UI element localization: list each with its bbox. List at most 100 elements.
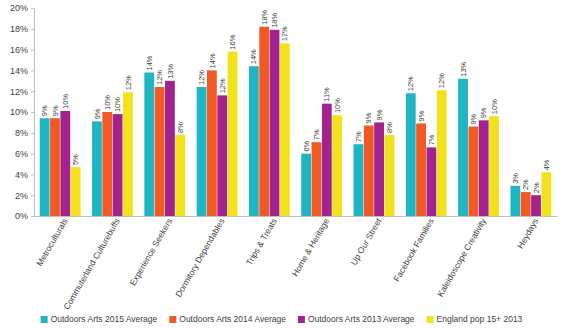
y-tick-mark: [31, 29, 34, 30]
y-tick: 20%: [10, 3, 34, 13]
legend-swatch: [169, 316, 176, 323]
series: [50, 27, 531, 216]
y-tick-mark: [31, 8, 34, 9]
data-label: 18%: [260, 9, 269, 24]
bar: [468, 127, 478, 216]
bar: [510, 186, 520, 216]
x-tick: Heydays: [515, 216, 540, 250]
data-label: 7%: [354, 131, 363, 142]
chart: 0%2%4%6%8%10%12%14%16%18%20%Metrocultura…: [0, 0, 563, 328]
bar: [458, 79, 468, 216]
data-label: 10%: [61, 94, 70, 109]
data-label: 12%: [155, 70, 164, 85]
series: [71, 43, 552, 216]
data-label: 4%: [542, 159, 551, 170]
legend-swatch: [41, 316, 48, 323]
legend-label: Outdoors Arts 2013 Average: [308, 314, 415, 324]
bar: [374, 122, 384, 216]
data-label: 18%: [270, 12, 279, 27]
y-tick-mark: [31, 195, 34, 196]
legend-item: Outdoors Arts 2013 Average: [298, 314, 415, 324]
bar: [531, 195, 541, 216]
bar: [123, 92, 133, 216]
data-label: 14%: [208, 53, 217, 68]
bar: [541, 172, 551, 216]
bar: [437, 90, 447, 216]
x-tick: Home & Heritage: [290, 216, 331, 278]
data-label: 9%: [479, 107, 488, 118]
y-tick-label: 16%: [10, 45, 28, 55]
x-tick-label: Heydays: [515, 216, 540, 250]
bar: [332, 115, 342, 216]
data-label: 9%: [40, 105, 49, 116]
x-tick-label: Metroculturals: [34, 216, 69, 267]
data-label: 3%: [511, 173, 520, 184]
bar: [249, 66, 259, 216]
y-tick-mark: [31, 174, 34, 175]
bar: [40, 118, 50, 216]
data-label: 2%: [521, 179, 530, 190]
y-tick: 6%: [15, 149, 34, 159]
x-tick: Metroculturals: [34, 216, 69, 267]
data-label: 12%: [218, 78, 227, 93]
y-tick: 8%: [15, 128, 34, 138]
data-label: 9%: [364, 112, 373, 123]
y-tick: 0%: [15, 211, 34, 221]
y-tick-mark: [31, 70, 34, 71]
y-tick-label: 18%: [10, 24, 28, 34]
bar: [165, 81, 175, 216]
data-label: 6%: [302, 140, 311, 151]
bar: [354, 144, 364, 216]
x-tick: Trips & Treats: [244, 216, 279, 267]
x-tick: Kaleidoscope Creativity: [435, 216, 488, 299]
y-tick-label: 2%: [15, 191, 28, 201]
x-tick-label: Kaleidoscope Creativity: [435, 216, 488, 299]
bar: [416, 123, 426, 216]
y-tick: 18%: [10, 24, 34, 34]
x-tick: Commuterland Culturebuffs: [61, 216, 122, 311]
data-label: 10%: [490, 99, 499, 114]
bar: [155, 87, 165, 216]
bar: [280, 43, 290, 216]
y-tick-mark: [31, 216, 34, 217]
bar: [521, 192, 531, 216]
bar: [385, 135, 395, 216]
bar: [228, 52, 238, 216]
bar: [312, 142, 322, 216]
x-axis: MetroculturalsCommuterland CulturebuffsE…: [34, 216, 557, 312]
data-label: 2%: [532, 182, 541, 193]
bar: [71, 167, 81, 216]
data-label: 9%: [469, 113, 478, 124]
x-tick-label: Commuterland Culturebuffs: [61, 216, 122, 311]
bar: [427, 147, 437, 216]
y-tick-mark: [31, 91, 34, 92]
y-tick-label: 6%: [15, 149, 28, 159]
y-tick: 2%: [15, 191, 34, 201]
bar: [92, 121, 102, 216]
y-tick-label: 10%: [10, 107, 28, 117]
bar: [364, 126, 374, 216]
data-label: 10%: [113, 97, 122, 112]
y-tick: 16%: [10, 45, 34, 55]
bar: [301, 154, 311, 216]
legend-item: England pop 15+ 2013: [427, 314, 523, 324]
data-label: 7%: [312, 129, 321, 140]
bar: [322, 104, 332, 216]
y-tick-mark: [31, 154, 34, 155]
legend-item: Outdoors Arts 2015 Average: [41, 314, 158, 324]
data-label: 9%: [375, 109, 384, 120]
legend: Outdoors Arts 2015 Average Outdoors Arts …: [41, 314, 523, 324]
data-label: 8%: [176, 122, 185, 133]
legend-swatch: [298, 316, 305, 323]
y-tick: 10%: [10, 107, 34, 117]
legend-label: Outdoors Arts 2015 Average: [51, 314, 158, 324]
data-label: 5%: [71, 154, 80, 165]
x-tick: Dormitory Dependables: [173, 216, 226, 298]
data-labels: 9%9%14%12%14%6%7%12%13%3%9%10%12%14%18%7…: [40, 9, 551, 193]
y-tick-label: 8%: [15, 128, 28, 138]
bar: [207, 70, 217, 216]
bar: [489, 116, 499, 216]
data-label: 12%: [124, 75, 133, 90]
bar: [217, 95, 227, 216]
y-tick-mark: [31, 133, 34, 134]
